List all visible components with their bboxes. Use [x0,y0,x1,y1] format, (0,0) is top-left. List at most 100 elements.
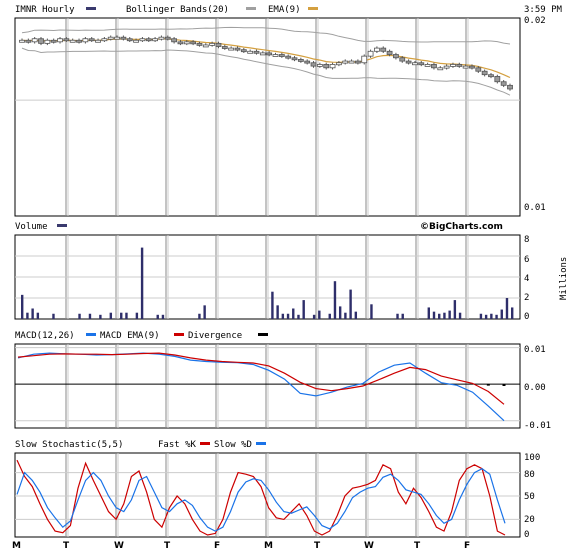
ema-legend-label: EMA(9) [268,5,301,15]
volume-axis-label: Millions [559,257,569,300]
price-tick-0.02: 0.02 [524,16,546,26]
macd-ema-line [17,352,505,405]
price-candle [393,54,399,59]
price-candle [190,41,197,45]
day-label-7: T [314,541,321,551]
fast-k-line [16,459,506,536]
stochastic-grid [15,453,520,537]
price-candle [367,50,374,57]
price-candle [462,65,469,69]
price-candle [19,39,25,43]
volume-bar [458,312,462,319]
price-candle [329,64,336,69]
volume-bar [448,310,451,319]
volume-bar [297,314,300,319]
price-candle [69,39,76,43]
day-label-4: T [164,541,171,551]
price-candle [272,54,279,57]
stochastic-panel: Slow Stochastic(5,5) Fast %K Slow %D 100… [14,440,540,540]
x-axis: M T W T F M T W T F [12,541,470,551]
slow-d-line [16,467,506,532]
day-label-8: W [364,541,374,551]
price-candle [63,38,70,42]
macd-ema-legend-swatch [174,333,184,336]
day-label-2: T [63,541,70,551]
day-label-10: F [464,541,470,551]
volume-bar [354,311,358,319]
price-candle [399,57,406,62]
volume-bar [156,314,159,319]
price-candle [120,36,127,40]
price-candle [405,60,412,64]
price-panel: IMNR Hourly Bollinger Bands(20) EMA(9) 3… [14,5,563,217]
price-candle [418,62,425,66]
price-candle [323,64,330,69]
volume-bar [109,312,113,319]
volume-bar [500,309,503,319]
macd-tick-0.01: 0.01 [524,345,546,355]
price-legend-swatch [86,7,96,10]
volume-bar [276,305,279,319]
macd-lines [15,352,520,422]
price-candle [253,50,260,54]
slow-d-legend-label: Slow %D [214,440,252,450]
price-candle [335,62,342,66]
price-candle [247,50,254,54]
stochastic-legend-title: Slow Stochastic(5,5) [15,440,123,450]
price-candle [126,38,133,42]
volume-bar [31,308,34,319]
price-candle [437,67,444,71]
volume-bar [135,312,139,319]
price-candle [450,64,456,67]
day-label-6: M [264,541,273,551]
day-label-3: W [114,541,124,551]
volume-tick-2: 2 [524,293,529,303]
price-candle [95,39,101,43]
price-candle [386,50,393,55]
price-candle [202,44,209,48]
volume-tick-6: 6 [524,255,529,265]
volume-bar [318,310,321,319]
volume-grid [15,235,520,319]
volume-bar [21,294,24,319]
volume-bar [198,313,201,319]
volume-bar [401,313,404,319]
price-candle [285,55,292,59]
divergence-bar [486,384,490,386]
price-candle [25,39,32,43]
volume-bar [438,313,441,319]
price-candle [164,36,171,40]
volume-bar [505,298,509,319]
volume-bar [281,313,285,319]
volume-bar [203,305,206,319]
macd-tick-neg0.01: -0.01 [524,421,551,431]
price-candle [107,36,114,40]
divergence-legend-swatch [258,333,268,336]
volume-bar [292,308,295,319]
volume-bar [453,300,457,319]
price-candle [228,47,235,51]
price-candle [196,42,203,46]
price-candle [316,64,323,67]
volume-bar [490,313,493,319]
price-candle [139,38,146,42]
price-candle [488,74,494,78]
volume-bar [333,281,337,319]
ema-legend-swatch [308,7,318,10]
bollinger-legend-swatch [246,7,256,10]
volume-tick-0: 0 [524,312,529,322]
price-candle [259,52,266,56]
price-candle [82,38,89,43]
price-candle [481,70,488,76]
volume-bar [286,313,290,319]
price-candle [354,60,361,64]
volume-bar [370,304,373,319]
time-label: 3:59 PM [524,5,563,15]
volume-bar [328,313,331,319]
volume-bar [432,311,436,319]
slow-d-legend-swatch [256,442,266,445]
price-candle [431,64,437,69]
divergence-bar [502,384,506,386]
price-candle [209,42,216,46]
